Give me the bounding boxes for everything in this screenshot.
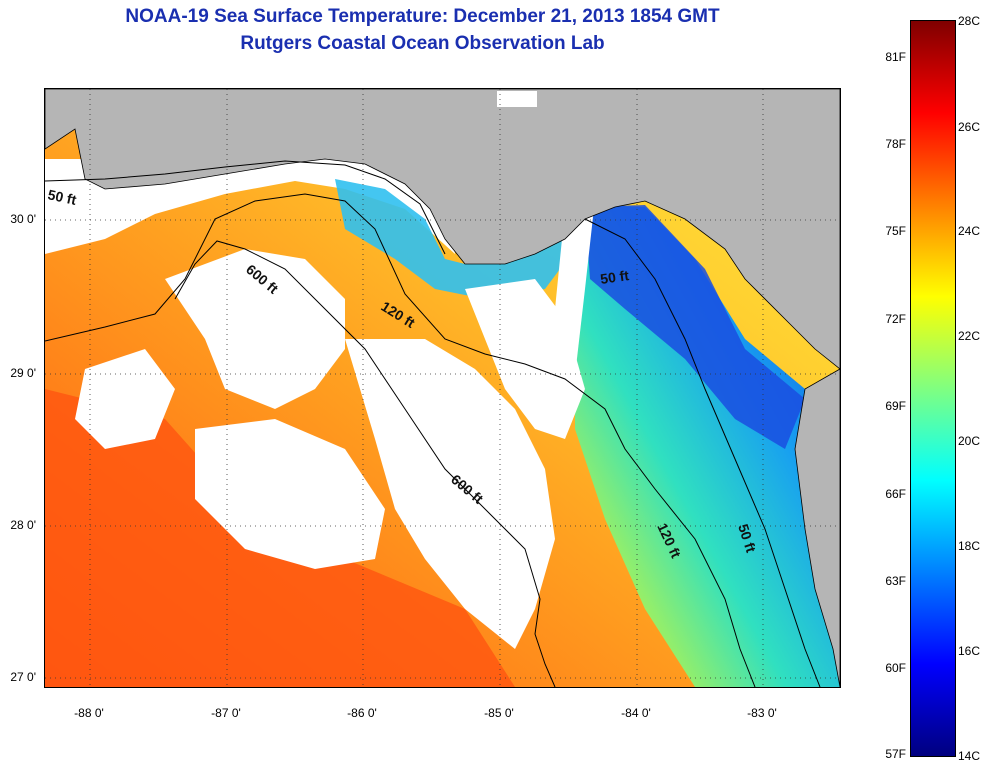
colorbar-label-69f: 69F: [885, 399, 906, 413]
contour-label-50ft-east: 50 ft: [599, 267, 630, 287]
temperature-colorbar: [910, 20, 956, 757]
contour-50ft-north: [45, 160, 446, 255]
big-bend-water: [335, 179, 575, 299]
depth-contours: [45, 160, 821, 687]
colorbar-label-26c: 26C: [958, 120, 981, 134]
shelf-water: [575, 204, 840, 687]
lon-label-87: -87 0': [211, 706, 241, 720]
cloud-patch-northeast: [550, 199, 595, 419]
cloud-over-land: [497, 91, 537, 107]
lon-label-85: -85 0': [484, 706, 514, 720]
colorbar-label-22c: 22C: [958, 329, 981, 343]
colorbar-label-75f: 75F: [885, 224, 906, 238]
cloud-patch-east: [345, 339, 555, 649]
cloud-patch-central: [165, 249, 345, 409]
lat-label-27: 27 0': [10, 670, 36, 684]
colorbar-label-18c: 18C: [958, 539, 981, 553]
colorbar-label-20c: 20C: [958, 434, 981, 448]
lon-label-83: -83 0': [747, 706, 777, 720]
lon-label-84: -84 0': [621, 706, 651, 720]
map-subtitle: Rutgers Coastal Ocean Observation Lab: [240, 33, 605, 54]
contour-120ft: [45, 193, 756, 687]
colorbar-label-16c: 16C: [958, 644, 981, 658]
lon-label-88: -88 0': [74, 706, 104, 720]
lat-label-29: 29 0': [10, 366, 36, 380]
colorbar-label-28c: 28C: [958, 14, 981, 28]
sst-map: 50 ft 600 ft 120 ft 50 ft 600 ft 120 ft …: [44, 88, 841, 688]
contour-600ft: [174, 240, 556, 687]
colorbar-label-78f: 78F: [885, 137, 906, 151]
colorbar-label-63f: 63F: [885, 574, 906, 588]
contour-50ft-florida: [584, 218, 821, 687]
colorbar-label-14c: 14C: [958, 749, 981, 763]
cold-inshore-water: [585, 205, 805, 449]
colorbar-label-81f: 81F: [885, 50, 906, 64]
colorbar-label-57f: 57F: [885, 747, 906, 761]
colorbar-label-60f: 60F: [885, 661, 906, 675]
land-florida: [794, 368, 840, 687]
map-title: NOAA-19 Sea Surface Temperature: Decembe…: [125, 6, 720, 27]
lon-label-86: -86 0': [347, 706, 377, 720]
contour-label-50ft-west: 50 ft: [46, 186, 78, 208]
cloud-patch-south: [195, 419, 385, 569]
colorbar-label-24c: 24C: [958, 224, 981, 238]
colorbar-label-72f: 72F: [885, 312, 906, 326]
sst-map-canvas: 50 ft 600 ft 120 ft 50 ft 600 ft 120 ft …: [45, 89, 840, 687]
colorbar-label-66f: 66F: [885, 487, 906, 501]
lat-label-28: 28 0': [10, 518, 36, 532]
lat-label-30: 30 0': [10, 212, 36, 226]
land-north: [45, 89, 840, 370]
